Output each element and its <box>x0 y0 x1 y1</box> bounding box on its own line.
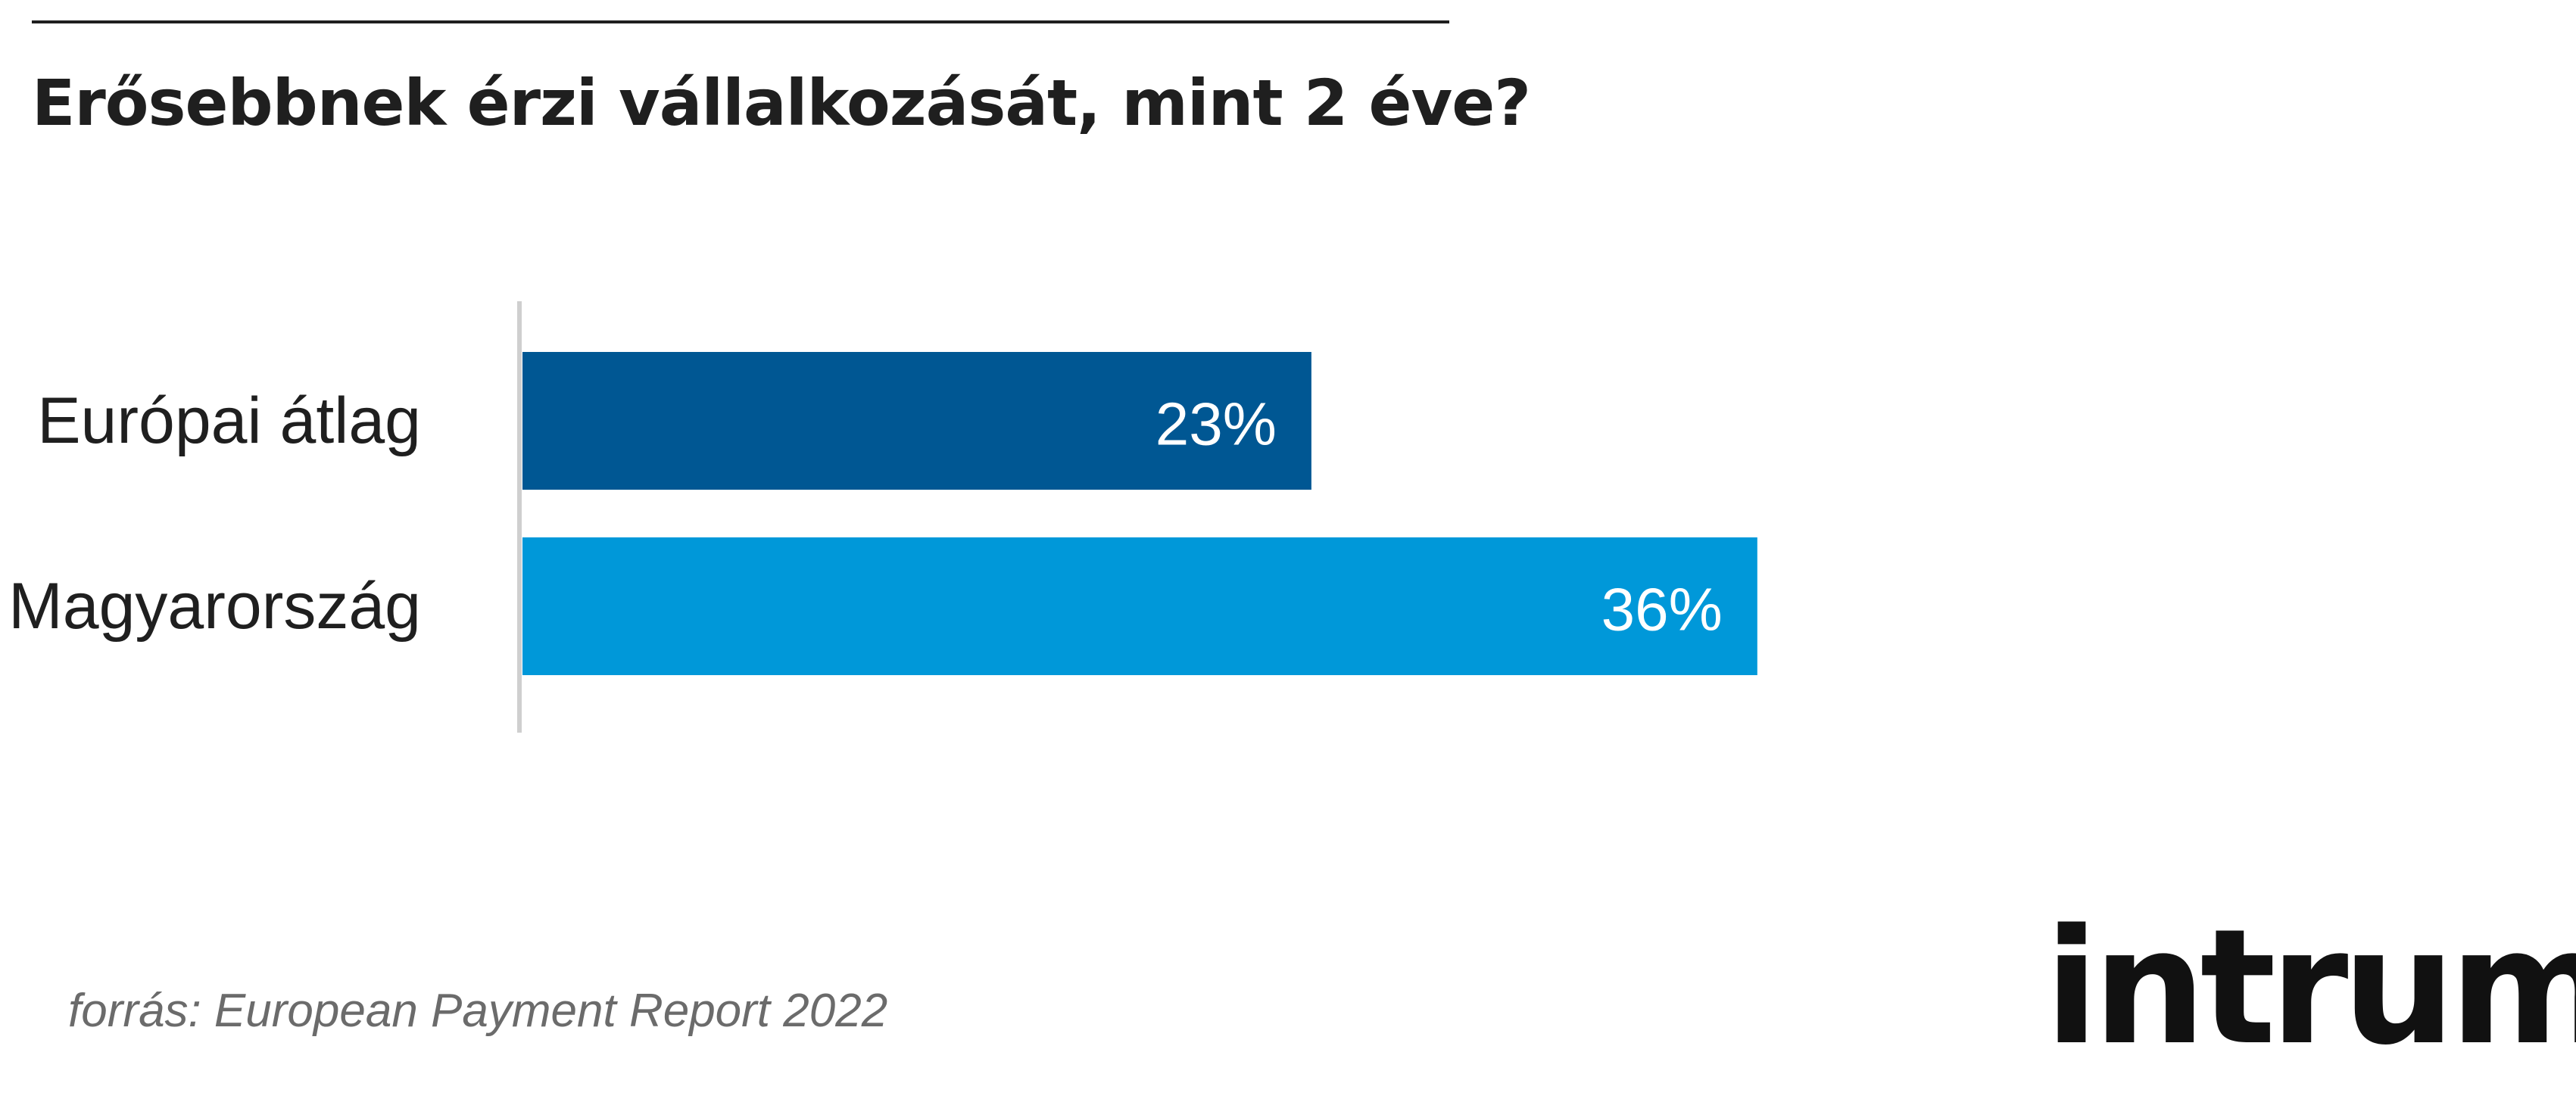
category-label-1: Európai átlag <box>37 384 421 457</box>
top-rule <box>32 20 1449 23</box>
bar-2 <box>522 537 1757 675</box>
intrum-logo: intrum <box>2044 895 2576 1080</box>
bars-group: Európai átlag 23% Magyarország 36% <box>8 352 1757 675</box>
value-label-2: 36% <box>1601 576 1723 643</box>
source-note: forrás: European Payment Report 2022 <box>68 985 888 1037</box>
value-label-1: 23% <box>1155 391 1277 458</box>
bar-1 <box>522 352 1311 490</box>
chart-title: Erősebbnek érzi vállalkozását, mint 2 év… <box>32 66 1531 140</box>
category-label-2: Magyarország <box>8 570 421 643</box>
